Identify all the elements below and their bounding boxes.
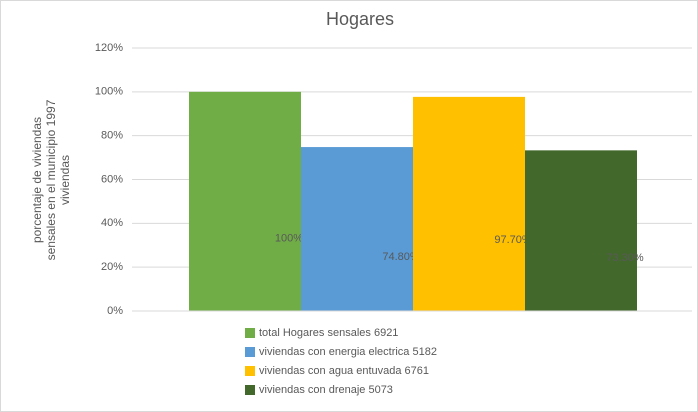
legend-swatch: [245, 328, 255, 338]
chart-title: Hogares: [326, 9, 394, 29]
y-tick-label: 0%: [107, 305, 123, 317]
y-tick-label: 120%: [95, 42, 123, 54]
y-axis-label: viviendas: [58, 155, 72, 205]
y-tick-label: 100%: [95, 86, 123, 98]
value-label: 100%: [275, 233, 303, 245]
legend-swatch: [245, 366, 255, 376]
value-label: 73.30%: [606, 252, 644, 264]
legend-swatch: [245, 347, 255, 357]
legend-label: viviendas con drenaje 5073: [259, 384, 393, 396]
bar: [301, 147, 413, 311]
bar: [413, 96, 525, 311]
value-label: 97.70%: [494, 234, 532, 246]
bar: [525, 150, 637, 311]
y-tick-label: 20%: [101, 261, 123, 273]
y-axis-label: porcentaje de viviendas: [30, 117, 44, 243]
bar: [189, 91, 301, 311]
y-tick-label: 80%: [101, 130, 123, 142]
legend-label: viviendas con energia electrica 5182: [259, 346, 437, 358]
y-tick-label: 40%: [101, 217, 123, 229]
value-label: 74.80%: [382, 251, 420, 263]
y-axis-label: sensales en el municipio 1997: [44, 99, 58, 260]
legend-label: viviendas con agua entuvada 6761: [259, 365, 429, 377]
legend-label: total Hogares sensales 6921: [259, 327, 398, 339]
legend-swatch: [245, 385, 255, 395]
y-tick-label: 60%: [101, 173, 123, 185]
